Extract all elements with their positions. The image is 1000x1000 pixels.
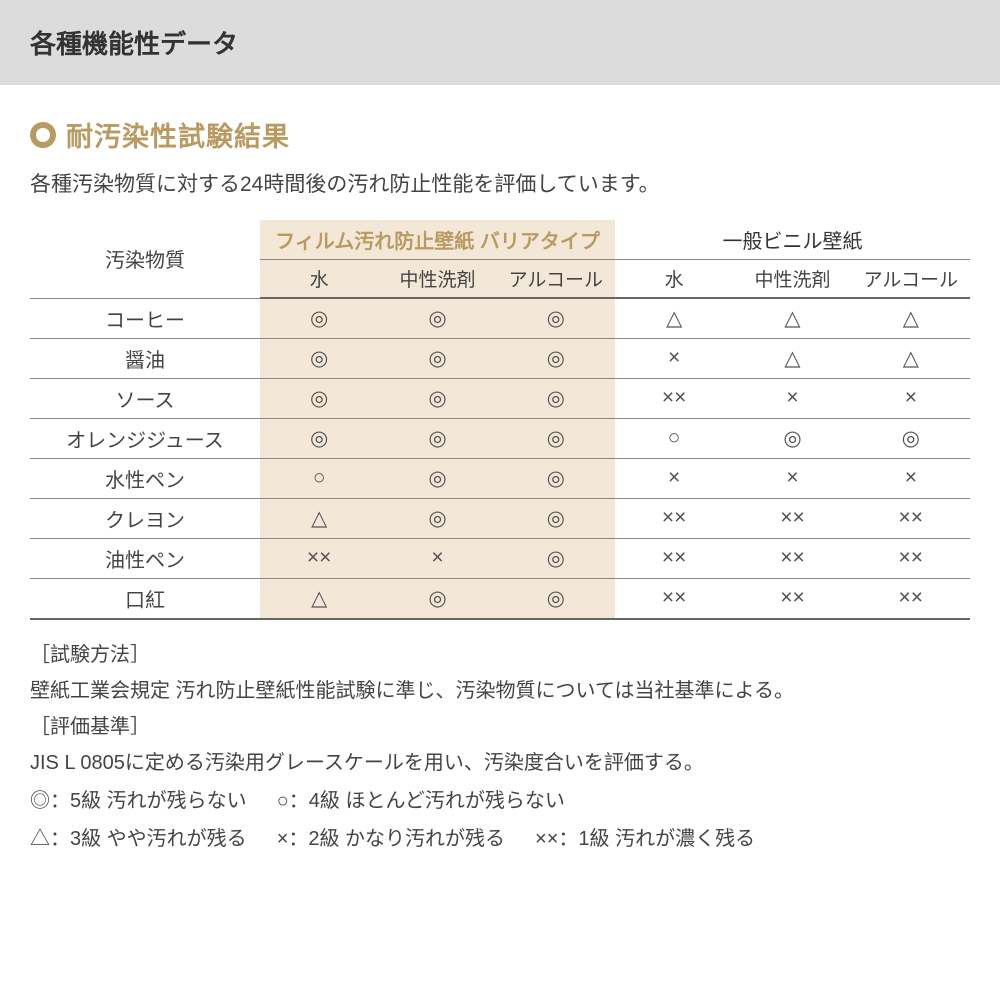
- legend-2a: △：3級 やや汚れが残る: [30, 822, 247, 856]
- cell: ◎: [497, 458, 615, 498]
- criteria-text: JIS L 0805に定める汚染用グレースケールを用い、汚染度合いを評価する。: [30, 746, 970, 780]
- table-row: オレンジジュース◎◎◎○◎◎: [30, 418, 970, 458]
- cell: ◎: [378, 338, 496, 378]
- column-group-b: 一般ビニル壁紙: [615, 220, 970, 260]
- subcol-0: 水: [260, 260, 378, 299]
- cell: ××: [733, 538, 851, 578]
- cell: ◎: [852, 418, 970, 458]
- cell: △: [615, 298, 733, 338]
- table-corner-header: 汚染物質: [30, 220, 260, 298]
- cell: ××: [615, 498, 733, 538]
- cell: ◎: [497, 338, 615, 378]
- bullet-donut-icon: [30, 122, 56, 148]
- table-row: ソース◎◎◎××××: [30, 378, 970, 418]
- stain-resistance-table: 汚染物質 フィルム汚れ防止壁紙 バリアタイプ 一般ビニル壁紙 水 中性洗剤 アル…: [30, 220, 970, 620]
- cell: ◎: [497, 298, 615, 338]
- cell: △: [260, 498, 378, 538]
- content: 耐汚染性試験結果 各種汚染物質に対する24時間後の汚れ防止性能を評価しています。…: [0, 85, 1000, 856]
- table-row: 水性ペン○◎◎×××: [30, 458, 970, 498]
- table-body: コーヒー◎◎◎△△△醤油◎◎◎×△△ソース◎◎◎××××オレンジジュース◎◎◎○…: [30, 298, 970, 619]
- cell: ××: [733, 498, 851, 538]
- cell: ◎: [378, 458, 496, 498]
- cell: ◎: [378, 498, 496, 538]
- cell: ×: [615, 458, 733, 498]
- row-label: 口紅: [30, 578, 260, 619]
- cell: ××: [615, 578, 733, 619]
- table-row: コーヒー◎◎◎△△△: [30, 298, 970, 338]
- row-label: ソース: [30, 378, 260, 418]
- subcol-2: アルコール: [497, 260, 615, 299]
- table-row: 醤油◎◎◎×△△: [30, 338, 970, 378]
- subcol-5: アルコール: [852, 260, 970, 299]
- cell: ×: [378, 538, 496, 578]
- cell: △: [733, 338, 851, 378]
- cell: ○: [615, 418, 733, 458]
- cell: ××: [260, 538, 378, 578]
- page-header: 各種機能性データ: [0, 0, 1000, 85]
- cell: ◎: [260, 338, 378, 378]
- row-label: 油性ペン: [30, 538, 260, 578]
- section-description: 各種汚染物質に対する24時間後の汚れ防止性能を評価しています。: [30, 168, 970, 198]
- cell: ×: [733, 458, 851, 498]
- cell: ×: [852, 458, 970, 498]
- table-row: クレヨン△◎◎××××××: [30, 498, 970, 538]
- cell: ××: [615, 378, 733, 418]
- section-title: 耐汚染性試験結果: [66, 115, 290, 154]
- cell: ××: [733, 578, 851, 619]
- cell: ××: [615, 538, 733, 578]
- row-label: 水性ペン: [30, 458, 260, 498]
- column-group-a: フィルム汚れ防止壁紙 バリアタイプ: [260, 220, 615, 260]
- cell: ××: [852, 538, 970, 578]
- cell: △: [733, 298, 851, 338]
- subcol-3: 水: [615, 260, 733, 299]
- legend-1a: ◎：5級 汚れが残らない: [30, 784, 247, 818]
- row-label: コーヒー: [30, 298, 260, 338]
- cell: ◎: [260, 378, 378, 418]
- cell: △: [260, 578, 378, 619]
- legend-2b: ×：2級 かなり汚れが残る: [277, 822, 505, 856]
- row-label: オレンジジュース: [30, 418, 260, 458]
- cell: ◎: [378, 298, 496, 338]
- section-title-row: 耐汚染性試験結果: [30, 115, 970, 154]
- cell: ◎: [497, 418, 615, 458]
- cell: ◎: [497, 498, 615, 538]
- cell: ××: [852, 578, 970, 619]
- cell: △: [852, 298, 970, 338]
- page-title: 各種機能性データ: [30, 29, 238, 59]
- cell: ◎: [497, 578, 615, 619]
- cell: ◎: [378, 378, 496, 418]
- subcol-1: 中性洗剤: [378, 260, 496, 299]
- row-label: クレヨン: [30, 498, 260, 538]
- cell: ◎: [378, 418, 496, 458]
- legend-2c: ××：1級 汚れが濃く残る: [535, 822, 755, 856]
- criteria-label: ［評価基準］: [30, 710, 970, 744]
- subcol-4: 中性洗剤: [733, 260, 851, 299]
- legend-row-1: ◎：5級 汚れが残らない ○：4級 ほとんど汚れが残らない: [30, 784, 970, 818]
- cell: ◎: [260, 418, 378, 458]
- table-row: 口紅△◎◎××××××: [30, 578, 970, 619]
- cell: ×: [733, 378, 851, 418]
- cell: ◎: [497, 378, 615, 418]
- cell: ◎: [733, 418, 851, 458]
- method-text: 壁紙工業会規定 汚れ防止壁紙性能試験に準じ、汚染物質については当社基準による。: [30, 674, 970, 708]
- cell: ◎: [260, 298, 378, 338]
- cell: ×: [615, 338, 733, 378]
- cell: ◎: [378, 578, 496, 619]
- legend-1b: ○：4級 ほとんど汚れが残らない: [277, 784, 565, 818]
- row-label: 醤油: [30, 338, 260, 378]
- legend-row-2: △：3級 やや汚れが残る ×：2級 かなり汚れが残る ××：1級 汚れが濃く残る: [30, 822, 970, 856]
- cell: ○: [260, 458, 378, 498]
- method-label: ［試験方法］: [30, 638, 970, 672]
- cell: ××: [852, 498, 970, 538]
- table-row: 油性ペン×××◎××××××: [30, 538, 970, 578]
- footnotes: ［試験方法］ 壁紙工業会規定 汚れ防止壁紙性能試験に準じ、汚染物質については当社…: [30, 638, 970, 856]
- cell: ×: [852, 378, 970, 418]
- cell: △: [852, 338, 970, 378]
- cell: ◎: [497, 538, 615, 578]
